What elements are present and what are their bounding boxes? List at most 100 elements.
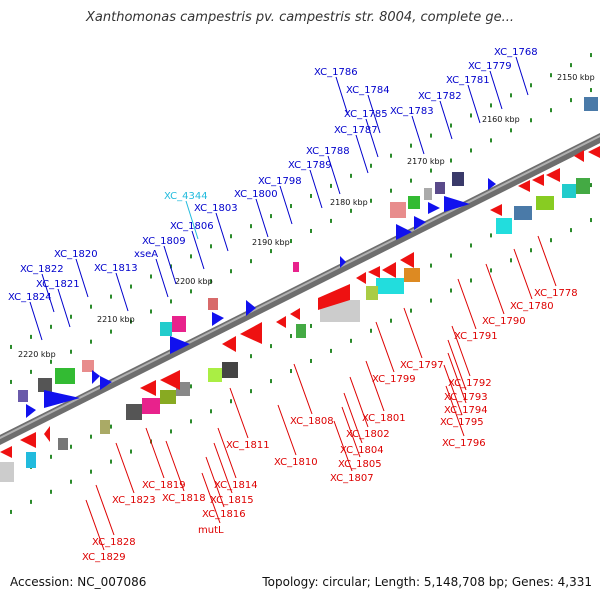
gene-block (408, 196, 420, 209)
gene-arrow (400, 252, 414, 268)
gene-label: XC_1797 (400, 360, 444, 371)
gene-block (26, 452, 36, 468)
track-dot (570, 228, 572, 233)
track-dot (70, 314, 72, 319)
gene-label: xseA (134, 249, 158, 260)
track-dot (30, 334, 32, 339)
track-dot (10, 509, 12, 514)
gene-label: XC_1809 (142, 236, 186, 247)
gene-label: XC_1788 (306, 146, 350, 157)
track-dot (30, 499, 32, 504)
track-dot (150, 274, 152, 279)
leader-line (191, 230, 205, 270)
gene-arrow (396, 224, 412, 240)
track-dot (510, 128, 512, 133)
track-dot (90, 339, 92, 344)
gene-arrow (20, 432, 36, 448)
gene-label: XC_1829 (82, 552, 126, 563)
track-dot (310, 323, 312, 328)
gene-label: XC_1818 (162, 493, 206, 504)
leader-line (349, 376, 369, 428)
gene-arrow (532, 174, 544, 186)
track-dot (410, 178, 412, 183)
accession-text: Accession: NC_007086 (10, 575, 147, 589)
gene-label: XC_1815 (210, 495, 254, 506)
gene-arrow (92, 370, 100, 384)
gene-label: XC_1824 (8, 292, 52, 303)
track-dot (270, 249, 272, 254)
leader-line (355, 134, 369, 174)
track-dot (290, 239, 292, 244)
kbp-tick: 2210 kbp (97, 315, 135, 324)
track-dot (290, 334, 292, 339)
track-dot (330, 218, 332, 223)
gene-block (452, 172, 464, 186)
leader-line (411, 115, 425, 155)
gene-arrow (382, 262, 396, 278)
gene-label: XC_1798 (258, 176, 302, 187)
gene-arrow (160, 370, 180, 390)
track-dot (130, 319, 132, 324)
track-dot (410, 308, 412, 313)
track-dot (270, 379, 272, 384)
gene-arrow (0, 446, 12, 458)
leader-line (185, 200, 199, 240)
kbp-tick: 2170 kbp (407, 157, 445, 166)
leader-line (445, 385, 465, 437)
track-dot (90, 434, 92, 439)
gene-label: XC_1806 (170, 221, 214, 232)
track-dot (550, 108, 552, 113)
gene-label: XC_4344 (164, 191, 208, 202)
gene-label: XC_1780 (510, 301, 554, 312)
gene-label: XC_1814 (214, 480, 258, 491)
gene-arrow (290, 308, 300, 320)
track-dot (310, 228, 312, 233)
track-dot (510, 258, 512, 263)
track-dot (430, 263, 432, 268)
track-dot (570, 98, 572, 103)
track-dot (490, 268, 492, 273)
topology-text: Topology: circular; Length: 5,148,708 bp… (262, 575, 592, 589)
gene-label: XC_1796 (442, 438, 486, 449)
track-dot (110, 329, 112, 334)
leader-line (215, 212, 229, 252)
leader-line (229, 387, 249, 439)
gene-label: XC_1784 (346, 85, 390, 96)
gene-arrow (546, 168, 560, 182)
gene-arrow (518, 180, 530, 192)
leader-line (163, 245, 177, 285)
track-dot (390, 318, 392, 323)
kbp-tick: 2200 kbp (175, 277, 213, 286)
leader-line (333, 420, 353, 472)
track-dot (470, 148, 472, 153)
gene-label: XC_1819 (142, 480, 186, 491)
gene-block (496, 218, 512, 234)
track-dot (350, 173, 352, 178)
track-dot (270, 344, 272, 349)
gene-label: mutL (198, 525, 224, 536)
track-dot (450, 158, 452, 163)
gene-arrow (26, 404, 36, 418)
track-guides (10, 53, 592, 514)
track-dot (530, 118, 532, 123)
leader-line (57, 288, 71, 328)
track-dot (230, 269, 232, 274)
track-dot (470, 278, 472, 283)
gene-label: XC_1816 (202, 509, 246, 520)
kbp-tick: 2160 kbp (482, 115, 520, 124)
gene-label: XC_1804 (340, 445, 384, 456)
track-dot (110, 294, 112, 299)
gene-label: XC_1791 (454, 331, 498, 342)
gene-block (0, 462, 14, 482)
gene-block (424, 188, 432, 200)
track-dot (170, 264, 172, 269)
gene-block (576, 178, 590, 194)
track-dot (70, 444, 72, 449)
label-leaders (29, 56, 557, 551)
track-dot (70, 479, 72, 484)
track-dot (470, 243, 472, 248)
gene-arrow (588, 146, 600, 158)
track-dot (450, 123, 452, 128)
map-title: Xanthomonas campestris pv. campestris st… (86, 10, 514, 25)
